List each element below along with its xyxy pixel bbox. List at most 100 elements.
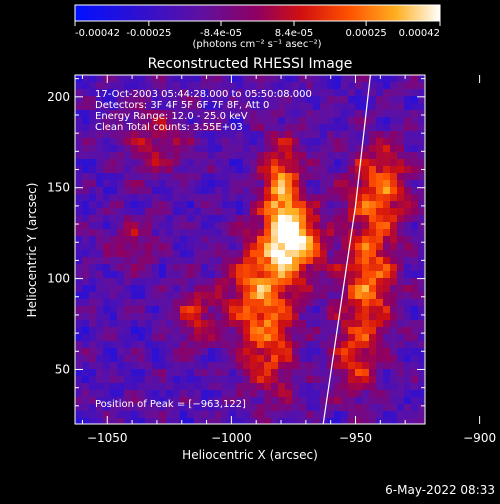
- heatmap-cell: [166, 278, 174, 286]
- heatmap-cell: [103, 215, 111, 223]
- heatmap-cell: [89, 278, 97, 286]
- heatmap-cell: [180, 124, 188, 132]
- colorbar: [74, 4, 441, 22]
- heatmap-cell: [110, 376, 118, 384]
- heatmap-cell: [383, 292, 391, 300]
- heatmap-cell: [110, 82, 118, 90]
- heatmap-cell: [215, 334, 223, 342]
- heatmap-cell: [404, 208, 412, 216]
- heatmap-cell: [187, 229, 195, 237]
- heatmap-cell: [313, 271, 321, 279]
- heatmap-cell: [222, 299, 230, 307]
- heatmap-cell: [124, 180, 132, 188]
- heatmap-cell: [362, 299, 370, 307]
- heatmap-cell: [152, 201, 160, 209]
- heatmap-cell: [103, 201, 111, 209]
- heatmap-cell: [257, 278, 265, 286]
- heatmap-cell: [390, 327, 398, 335]
- heatmap-cell: [201, 187, 209, 195]
- heatmap-cell: [292, 390, 300, 398]
- heatmap-cell: [110, 411, 118, 419]
- heatmap-cell: [334, 187, 342, 195]
- heatmap-cell: [187, 397, 195, 405]
- heatmap-cell: [327, 138, 335, 146]
- heatmap-cell: [187, 418, 195, 424]
- heatmap-cell: [404, 264, 412, 272]
- heatmap-cell: [152, 82, 160, 90]
- heatmap-cell: [145, 180, 153, 188]
- heatmap-cell: [299, 166, 307, 174]
- heatmap-cell: [334, 180, 342, 188]
- heatmap-cell: [362, 215, 370, 223]
- heatmap-cell: [404, 187, 412, 195]
- heatmap-cell: [348, 271, 356, 279]
- heatmap-cell: [278, 187, 286, 195]
- heatmap-cell: [306, 124, 314, 132]
- heatmap-cell: [341, 96, 349, 104]
- heatmap-cell: [341, 320, 349, 328]
- heatmap-cell: [82, 306, 90, 314]
- heatmap-cell: [299, 201, 307, 209]
- heatmap-cell: [320, 166, 328, 174]
- heatmap-cell: [173, 271, 181, 279]
- heatmap-cell: [173, 278, 181, 286]
- heatmap-cell: [159, 180, 167, 188]
- heatmap-cell: [327, 278, 335, 286]
- heatmap-cell: [222, 313, 230, 321]
- heatmap-cell: [229, 110, 237, 118]
- heatmap-cell: [194, 194, 202, 202]
- heatmap-cell: [145, 131, 153, 139]
- heatmap-cell: [313, 124, 321, 132]
- heatmap-cell: [271, 271, 279, 279]
- heatmap-cell: [313, 355, 321, 363]
- heatmap-cell: [110, 159, 118, 167]
- heatmap-cell: [124, 145, 132, 153]
- heatmap-cell: [103, 320, 111, 328]
- heatmap-cell: [131, 159, 139, 167]
- heatmap-cell: [89, 110, 97, 118]
- heatmap-cell: [173, 131, 181, 139]
- heatmap-cell: [390, 383, 398, 391]
- heatmap-cell: [180, 194, 188, 202]
- heatmap-cell: [306, 152, 314, 160]
- heatmap-cell: [89, 152, 97, 160]
- heatmap-cell: [334, 376, 342, 384]
- heatmap-cell: [131, 110, 139, 118]
- heatmap-cell: [96, 383, 104, 391]
- heatmap-cell: [313, 215, 321, 223]
- heatmap-cell: [299, 208, 307, 216]
- heatmap-cell: [404, 89, 412, 97]
- heatmap-cell: [411, 362, 419, 370]
- heatmap-cell: [96, 411, 104, 419]
- heatmap-cell: [138, 82, 146, 90]
- heatmap-cell: [257, 82, 265, 90]
- heatmap-cell: [103, 390, 111, 398]
- heatmap-cell: [334, 369, 342, 377]
- heatmap-cell: [306, 138, 314, 146]
- heatmap-cell: [166, 173, 174, 181]
- heatmap-cell: [201, 383, 209, 391]
- heatmap-cell: [278, 299, 286, 307]
- heatmap-cell: [159, 89, 167, 97]
- heatmap-cell: [355, 369, 363, 377]
- heatmap-cell: [75, 334, 83, 342]
- heatmap-cell: [229, 159, 237, 167]
- heatmap-cell: [299, 75, 307, 83]
- heatmap-cell: [173, 299, 181, 307]
- heatmap-cell: [390, 187, 398, 195]
- heatmap-cell: [376, 117, 384, 125]
- heatmap-cell: [138, 131, 146, 139]
- heatmap-cell: [173, 208, 181, 216]
- heatmap-cell: [89, 243, 97, 251]
- heatmap-cell: [285, 383, 293, 391]
- heatmap-cell: [75, 397, 83, 405]
- heatmap-cell: [411, 271, 419, 279]
- heatmap-cell: [82, 390, 90, 398]
- heatmap-cell: [124, 243, 132, 251]
- heatmap-cell: [320, 257, 328, 265]
- heatmap-cell: [124, 292, 132, 300]
- heatmap-cell: [222, 117, 230, 125]
- heatmap-cell: [89, 404, 97, 412]
- heatmap-cell: [222, 397, 230, 405]
- heatmap-cell: [362, 397, 370, 405]
